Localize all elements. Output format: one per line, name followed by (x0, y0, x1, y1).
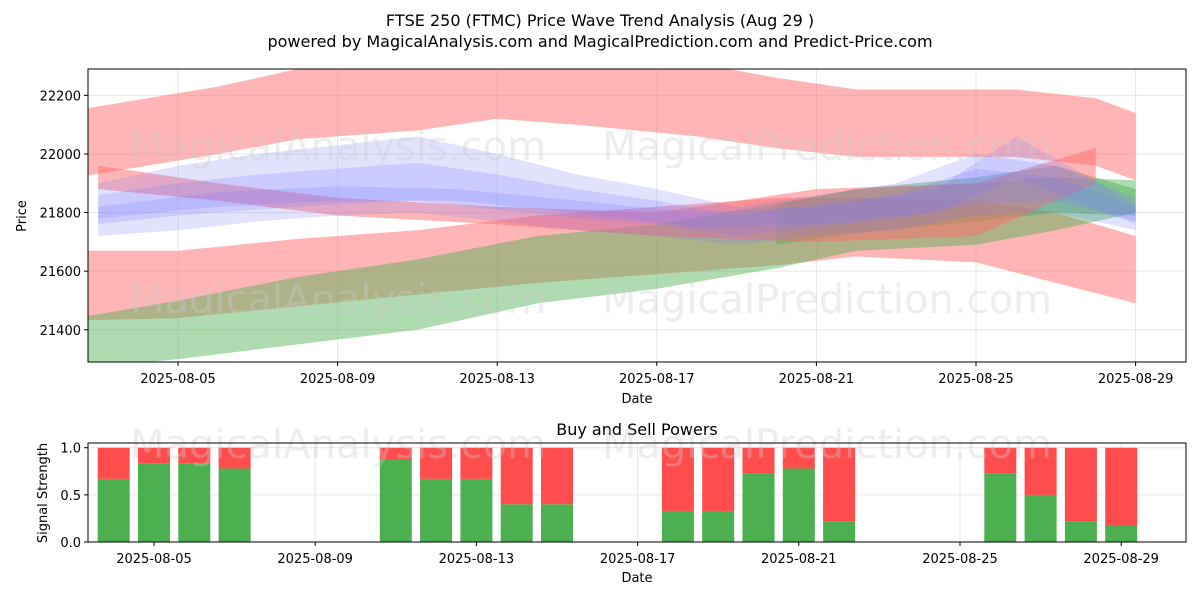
price-y-tick-label: 22000 (40, 148, 81, 163)
chart-subtitle: powered by MagicalAnalysis.com and Magic… (267, 32, 932, 51)
price-x-tick-label: 2025-08-05 (140, 372, 216, 387)
signal-bars (97, 447, 1138, 542)
price-x-tick-label: 2025-08-17 (619, 372, 695, 387)
signal-x-tick-label: 2025-08-13 (439, 552, 515, 567)
buy-bar (97, 478, 130, 542)
buy-bar (420, 478, 453, 542)
signal-x-tick-label: 2025-08-05 (116, 552, 192, 567)
sell-bar (661, 447, 694, 511)
price-x-tick-label: 2025-08-21 (779, 372, 855, 387)
sell-bar (742, 447, 775, 474)
watermark-prediction-bottom: MagicalPrediction.com (602, 422, 1052, 468)
price-x-ticks: 2025-08-05 2025-08-09 2025-08-13 2025-08-17… (140, 362, 1173, 387)
buy-bar (138, 463, 170, 542)
signal-x-tick-label: 2025-08-29 (1083, 552, 1159, 567)
signal-x-tick-label: 2025-08-17 (600, 552, 676, 567)
price-x-tick-label: 2025-08-29 (1098, 372, 1174, 387)
price-chart: MagicalAnalysis.com MagicalPrediction.co… (15, 68, 1187, 407)
signal-y-tick-label: 0.5 (60, 489, 81, 504)
buy-bar (1064, 521, 1097, 542)
blue-band-6 (98, 162, 1136, 236)
sell-bar (984, 447, 1017, 474)
price-x-tick-label: 2025-08-25 (938, 372, 1014, 387)
price-x-axis-label: Date (621, 392, 652, 407)
buy-bar (742, 473, 775, 542)
price-y-tick-label: 21800 (40, 207, 81, 222)
buy-bar (379, 459, 412, 542)
sell-bar (500, 447, 533, 505)
watermark-prediction-top: MagicalPrediction.com (602, 124, 1052, 170)
red-band-0 (88, 69, 1136, 181)
signal-y-tick-label: 0.0 (60, 536, 81, 551)
sell-bar (218, 447, 251, 469)
sell-bar (420, 447, 453, 479)
signal-y-ticks: 0.0 0.5 1.0 (60, 442, 88, 551)
sell-bar (379, 447, 412, 460)
sell-bar (1024, 447, 1057, 495)
sell-bar (1105, 447, 1138, 526)
sell-bar (97, 447, 130, 479)
buy-bar (1024, 494, 1057, 542)
signal-x-tick-label: 2025-08-25 (922, 552, 998, 567)
watermark-analysis-bottom: MagicalAnalysis.com (130, 422, 546, 468)
price-y-tick-label: 22200 (40, 89, 81, 104)
signal-y-axis-label: Signal Strength (36, 443, 51, 543)
price-bands (88, 69, 1136, 362)
price-x-tick-label: 2025-08-09 (300, 372, 376, 387)
price-y-tick-label: 21400 (40, 324, 81, 339)
signal-x-tick-label: 2025-08-21 (761, 552, 837, 567)
price-plot-border (87, 68, 1187, 363)
signal-x-tick-label: 2025-08-09 (277, 552, 353, 567)
buy-bar (1105, 525, 1138, 542)
signal-chart-title: Buy and Sell Powers (556, 420, 718, 439)
red-band-4 (98, 148, 1096, 242)
price-y-ticks: 21400 21600 21800 22000 22200 (40, 89, 88, 339)
buy-bar (661, 510, 694, 542)
buy-bar (500, 504, 533, 542)
chart-title: FTSE 250 (FTMC) Price Wave Trend Analysi… (386, 11, 814, 30)
watermark-prediction-mid: MagicalPrediction.com (602, 277, 1052, 323)
buy-bar (218, 468, 251, 542)
signal-y-tick-label: 1.0 (60, 442, 81, 457)
signal-x-ticks: 2025-08-05 2025-08-09 2025-08-13 2025-08-17… (116, 542, 1159, 567)
watermark-analysis-top: MagicalAnalysis.com (130, 124, 546, 170)
sell-bar (138, 447, 170, 464)
buy-bar (702, 510, 735, 542)
signal-chart: Buy and Sell Powers MagicalAnalysis.com … (36, 420, 1187, 586)
buy-bar (984, 473, 1017, 542)
sell-bar (782, 447, 815, 469)
signal-plot-border (87, 442, 1187, 543)
price-y-tick-label: 21600 (40, 265, 81, 280)
sell-bar (541, 447, 573, 505)
sell-bar (823, 447, 856, 522)
blue-band-5 (98, 136, 1136, 245)
sell-bar (460, 447, 493, 479)
buy-bar (460, 478, 493, 542)
buy-bar (541, 504, 573, 542)
sell-bar (1064, 447, 1097, 522)
price-x-tick-label: 2025-08-13 (459, 372, 535, 387)
buy-bar (782, 468, 815, 542)
buy-bar (823, 521, 856, 542)
buy-bar (178, 463, 211, 542)
price-y-axis-label: Price (15, 200, 30, 232)
blue-band-7 (98, 136, 1136, 228)
watermark-analysis-mid: MagicalAnalysis.com (130, 277, 546, 323)
sell-bar (178, 447, 211, 464)
signal-x-axis-label: Date (621, 571, 652, 586)
sell-bar (702, 447, 735, 511)
